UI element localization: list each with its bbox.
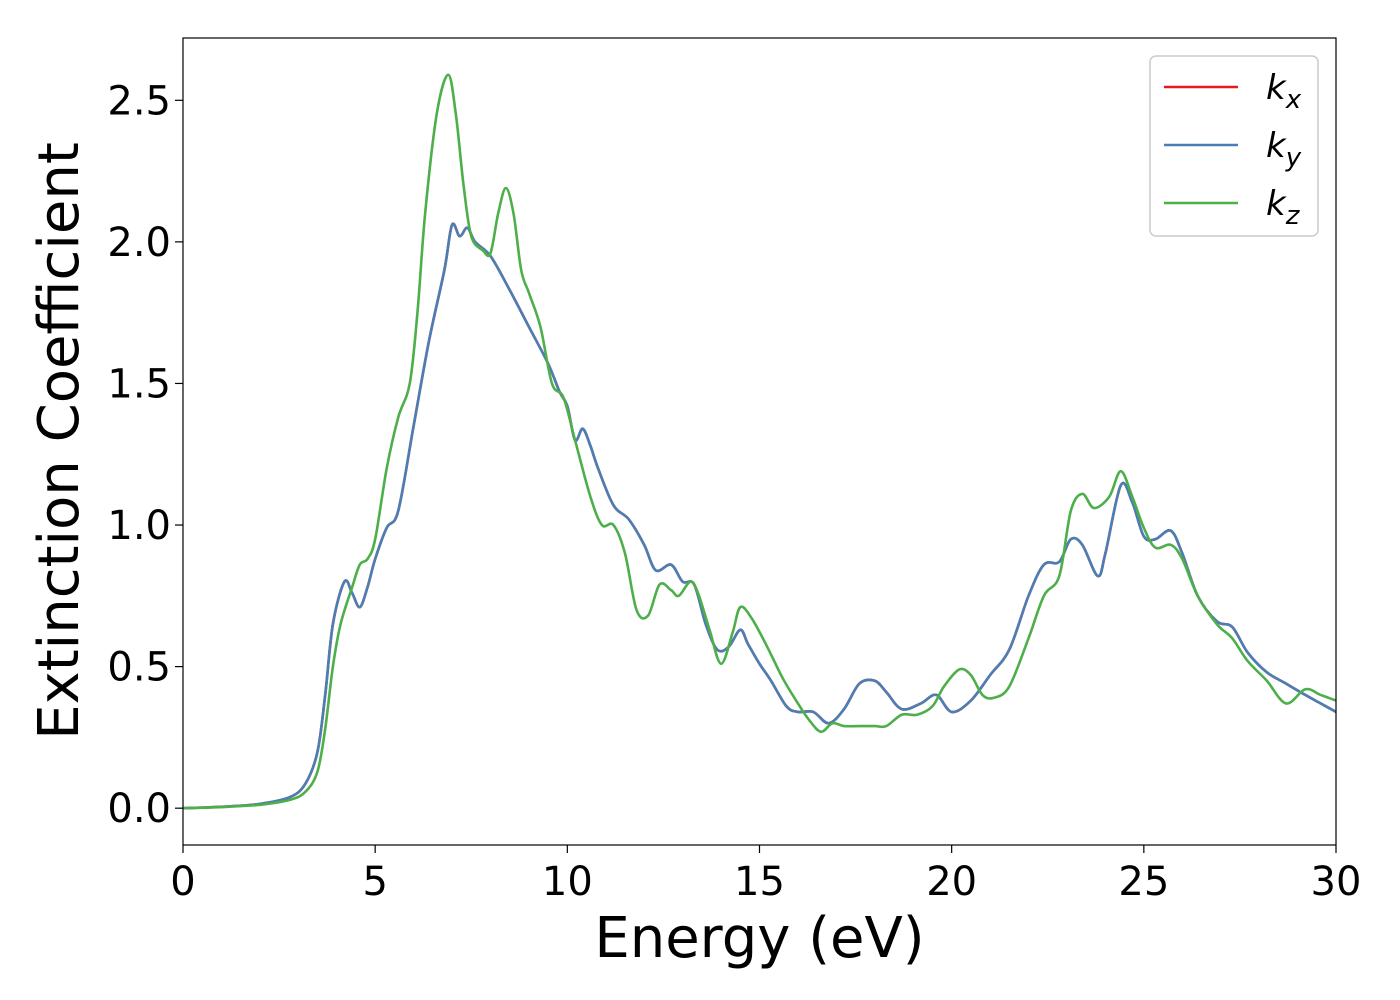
y-tick-label: 0.0 [107, 786, 171, 832]
y-axis-ticks: 0.0 0.5 1.0 1.5 2.0 2.5 [107, 78, 183, 832]
legend-label-z: kz [1266, 184, 1301, 231]
legend-label-subscript: y [1285, 143, 1302, 173]
x-tick-label: 15 [734, 859, 785, 905]
x-axis-title: Energy (eV) [594, 906, 924, 971]
y-tick-label: 1.5 [107, 361, 171, 407]
legend-label-y: ky [1266, 126, 1302, 173]
y-axis-title: Extinction Coefficient [27, 142, 92, 740]
legend-label-x: kx [1266, 68, 1302, 115]
y-tick-label: 0.5 [107, 645, 171, 691]
legend-label-base: k [1266, 68, 1287, 108]
y-tick-label: 2.5 [107, 78, 171, 124]
x-tick-label: 20 [926, 859, 977, 905]
x-tick-label: 0 [170, 859, 195, 905]
series-line-y [183, 222, 1336, 810]
series-layer [183, 73, 1336, 810]
series-line-z [183, 73, 1336, 810]
y-tick-label: 2.0 [107, 220, 171, 266]
legend-label-subscript: x [1285, 85, 1302, 115]
legend-label-subscript: z [1285, 201, 1301, 231]
y-tick-label: 1.0 [107, 503, 171, 549]
x-axis-ticks: 0 5 10 15 20 25 30 [170, 845, 1361, 905]
x-tick-label: 10 [542, 859, 593, 905]
plot-area [183, 38, 1336, 845]
x-tick-label: 25 [1118, 859, 1169, 905]
x-tick-label: 5 [362, 859, 387, 905]
legend-label-base: k [1266, 126, 1287, 166]
legend-label-base: k [1266, 184, 1287, 224]
x-tick-label: 30 [1311, 859, 1362, 905]
